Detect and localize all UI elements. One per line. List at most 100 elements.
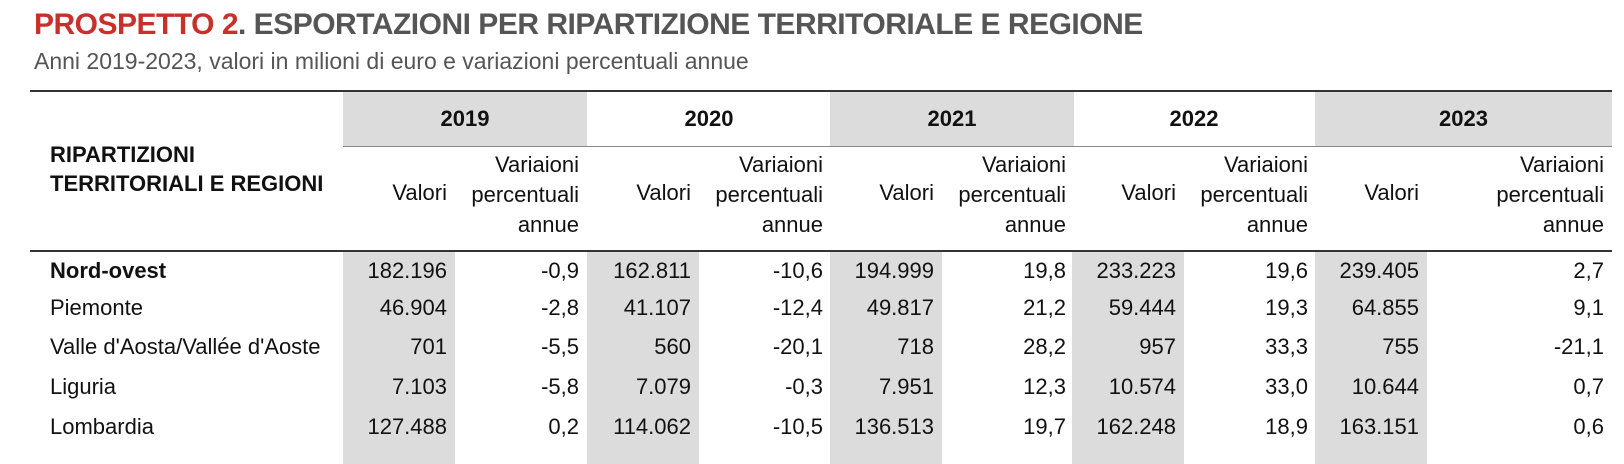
variazione-cell: 0,2	[548, 414, 579, 439]
valori-cell: 41.107	[623, 295, 691, 320]
valori-cell: 755	[1382, 334, 1419, 359]
variazione-cell: -12,4	[772, 295, 823, 320]
variazione-cell: -2,8	[541, 295, 579, 320]
variazione-cell: 0,7	[1573, 374, 1604, 399]
subheader-variazioni-line: Variaioni	[495, 152, 579, 177]
variazione-cell: 19,8	[1023, 258, 1066, 283]
valori-cell: 194.999	[854, 258, 934, 283]
variazione-cell: -5,8	[541, 374, 579, 399]
variazione-cell: 9,1	[1573, 295, 1604, 320]
row-label: Liguria	[50, 374, 117, 399]
year-header: 2020	[684, 106, 734, 131]
valori-cell: 7.079	[635, 374, 691, 399]
valori-cell: 233.223	[1096, 258, 1176, 283]
variazione-cell: -0,3	[785, 374, 823, 399]
subheader-variazioni: Variaioni percentuali annue	[942, 150, 1066, 240]
year-header: 2021	[927, 106, 977, 131]
variazione-cell: 33,0	[1265, 374, 1308, 399]
variazione-cell: -5,5	[541, 334, 579, 359]
valori-cell: 46.904	[379, 295, 447, 320]
subheader-variazioni-line: annue	[1246, 212, 1308, 237]
valori-cell: 162.811	[613, 258, 691, 283]
valori-cell: 718	[897, 334, 934, 359]
variazione-cell: 19,3	[1265, 295, 1308, 320]
valori-column-shade	[343, 252, 455, 464]
year-underline	[343, 146, 587, 147]
subheader-variazioni-line: Variaioni	[1520, 152, 1604, 177]
subheader-variazioni: Variaioni percentuali annue	[455, 150, 579, 240]
year-header-shade	[1315, 92, 1612, 146]
valori-cell: 10.644	[1351, 374, 1419, 399]
title-rest: . ESPORTAZIONI PER RIPARTIZIONE TERRITOR…	[238, 8, 1143, 41]
subheader-variazioni-line: percentuali	[1496, 182, 1604, 207]
row-label: Nord-ovest	[50, 258, 167, 283]
subheader-variazioni-line: percentuali	[1200, 182, 1308, 207]
subheader-variazioni-line: Variaioni	[1224, 152, 1308, 177]
variazione-cell: 2,7	[1573, 258, 1604, 283]
variazione-cell: 19,6	[1265, 258, 1308, 283]
valori-column-shade	[830, 252, 942, 464]
valori-column-shade	[1072, 252, 1184, 464]
valori-cell: 701	[410, 334, 447, 359]
variazione-cell: -20,1	[772, 334, 823, 359]
valori-cell: 239.405	[1339, 258, 1419, 283]
year-underline	[587, 146, 831, 147]
valori-cell: 136.513	[854, 414, 934, 439]
row-label: Piemonte	[50, 295, 143, 320]
variazione-cell: -21,1	[1553, 334, 1604, 359]
region-header-line-1: RIPARTIZIONI	[50, 142, 196, 167]
subheader-variazioni: Variaioni percentuali annue	[699, 150, 823, 240]
subheader-valori: Valori	[636, 180, 691, 205]
subheader-variazioni-line: annue	[517, 212, 579, 237]
valori-cell: 127.488	[367, 414, 447, 439]
variazione-cell: 28,2	[1023, 334, 1066, 359]
subheader-valori: Valori	[392, 180, 447, 205]
variazione-cell: 33,3	[1265, 334, 1308, 359]
subheader-variazioni-line: Variaioni	[982, 152, 1066, 177]
subheader-variazioni-line: annue	[1004, 212, 1066, 237]
subheader-variazioni: Variaioni percentuali annue	[1427, 150, 1604, 240]
valori-cell: 59.444	[1108, 295, 1176, 320]
subheader-variazioni-line: percentuali	[471, 182, 579, 207]
year-underline	[1072, 146, 1316, 147]
region-header-line-2: TERRITORIALI E REGIONI	[50, 171, 324, 196]
page-subtitle: Anni 2019-2023, valori in milioni di eur…	[34, 48, 749, 74]
variazione-cell: 19,7	[1023, 414, 1066, 439]
valori-column-shade	[587, 252, 699, 464]
subheader-valori: Valori	[1364, 180, 1419, 205]
valori-cell: 163.151	[1339, 414, 1419, 439]
subheader-variazioni-line: Variaioni	[739, 152, 823, 177]
valori-cell: 10.574	[1108, 374, 1176, 399]
variazione-cell: 12,3	[1023, 374, 1066, 399]
valori-cell: 957	[1139, 334, 1176, 359]
variazione-cell: 21,2	[1023, 295, 1066, 320]
variazione-cell: 18,9	[1265, 414, 1308, 439]
valori-cell: 182.196	[367, 258, 447, 283]
page-title: PROSPETTO 2. ESPORTAZIONI PER RIPARTIZIO…	[34, 8, 1143, 42]
year-header: 2022	[1169, 106, 1219, 131]
variazione-cell: -0,9	[541, 258, 579, 283]
year-header: 2019	[440, 106, 490, 131]
row-label: Valle d'Aosta/Vallée d'Aoste	[50, 334, 321, 359]
valori-cell: 560	[654, 334, 691, 359]
valori-cell: 64.855	[1351, 295, 1419, 320]
subheader-valori: Valori	[879, 180, 934, 205]
subheader-variazioni: Variaioni percentuali annue	[1184, 150, 1308, 240]
subheader-variazioni-line: percentuali	[715, 182, 823, 207]
valori-cell: 49.817	[866, 295, 934, 320]
year-header-shade	[343, 92, 587, 146]
subheader-variazioni-line: annue	[761, 212, 823, 237]
table-top-rule	[30, 90, 1612, 92]
valori-cell: 162.248	[1096, 414, 1176, 439]
variazione-cell: 0,6	[1573, 414, 1604, 439]
year-underline	[830, 146, 1074, 147]
valori-cell: 114.062	[613, 414, 691, 439]
variazione-cell: -10,6	[772, 258, 823, 283]
row-label: Lombardia	[50, 414, 154, 439]
valori-cell: 7.951	[878, 374, 934, 399]
table-header-rule	[30, 250, 1612, 252]
year-header-shade	[830, 92, 1074, 146]
valori-cell: 7.103	[391, 374, 447, 399]
region-column-header: RIPARTIZIONI TERRITORIALI E REGIONI	[50, 140, 323, 198]
subheader-variazioni-line: percentuali	[958, 182, 1066, 207]
